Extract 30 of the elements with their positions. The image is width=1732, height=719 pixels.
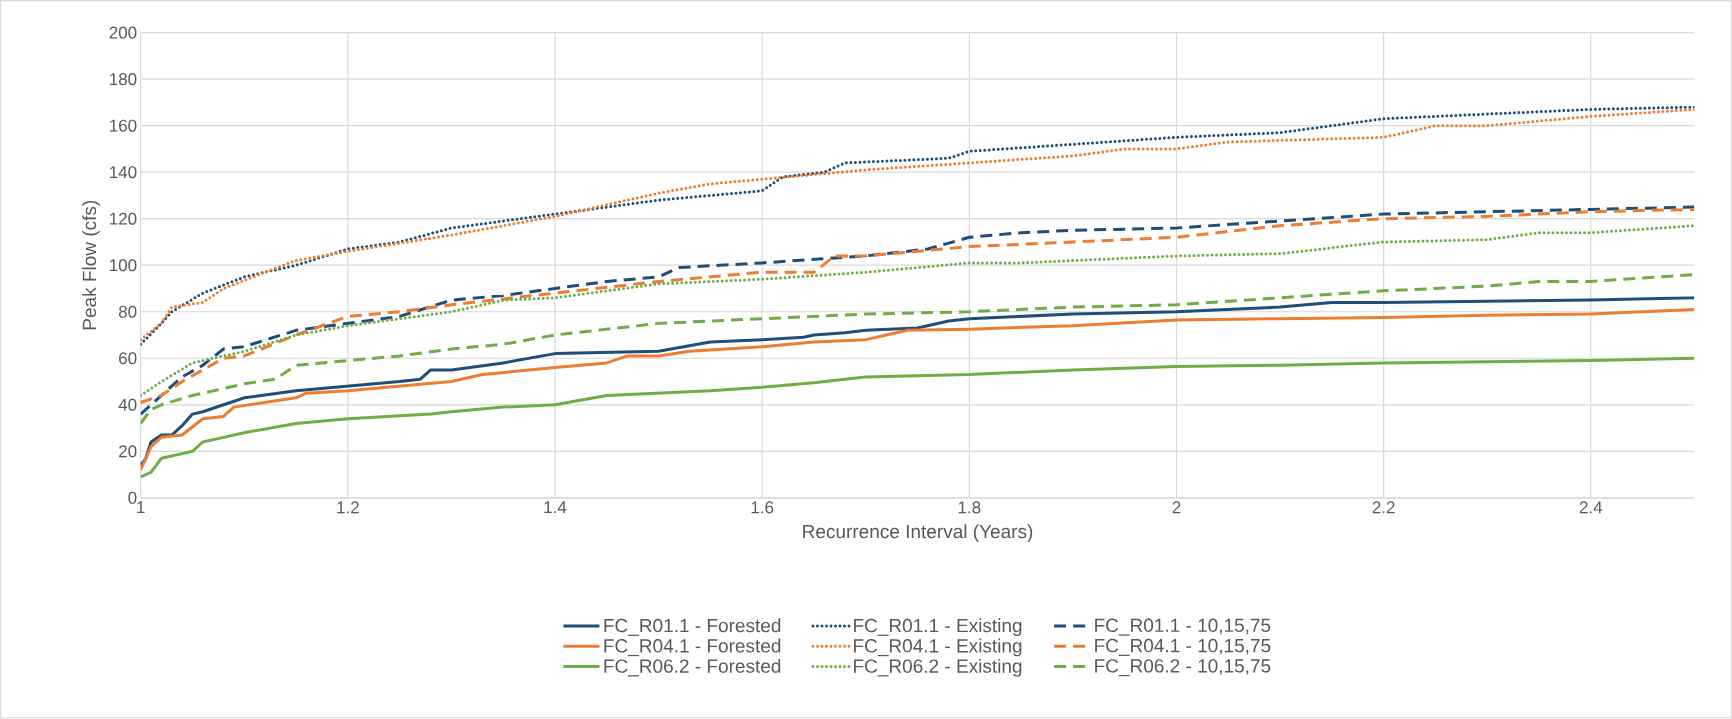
x-tick-label: 1.4 [544, 501, 567, 514]
y-tick-label: 200 [109, 26, 137, 39]
y-tick-label: 140 [110, 166, 137, 179]
x-axis-title: Recurrence Interval (Years) [803, 524, 1033, 543]
y-tick-label: 20 [119, 445, 137, 458]
legend-label: FC_R01.1 - Existing [854, 618, 1022, 637]
y-tick-label: 100 [110, 259, 137, 272]
x-tick-label: 1.8 [958, 501, 981, 514]
legend-label: FC_R04.1 - Existing [854, 638, 1022, 657]
y-tick-label: 60 [119, 352, 137, 365]
x-tick-label: 1.6 [751, 501, 774, 514]
legend-label: FC_R06.2 - Existing [854, 659, 1022, 677]
y-tick-label: 120 [110, 212, 137, 225]
y-tick-label: 180 [110, 73, 137, 86]
x-tick-label: 1.2 [337, 501, 359, 514]
y-tick-label: 160 [110, 119, 137, 132]
legend-label: FC_R04.1 - 10,15,75 [1095, 639, 1271, 657]
legend-label: FC_R01.1 - Forested [604, 618, 781, 637]
legend-label: FC_R04.1 - Forested [604, 638, 781, 657]
legend-label: FC_R06.2 - Forested [604, 659, 781, 677]
y-axis-title: Peak Flow (cfs) [82, 201, 100, 330]
y-tick-label: 80 [118, 305, 137, 319]
y-tick-label: 0 [128, 492, 137, 505]
x-tick-label: 1 [137, 501, 145, 514]
legend-label: FC_R01.1 - 10,15,75 [1095, 618, 1271, 636]
x-tick-label: 2.4 [1579, 501, 1603, 514]
legend-label: FC_R06.2 - 10,15,75 [1095, 659, 1271, 677]
y-tick-label: 40 [118, 399, 137, 412]
x-tick-label: 2.2 [1372, 501, 1395, 514]
x-tick-label: 2 [1172, 501, 1181, 514]
